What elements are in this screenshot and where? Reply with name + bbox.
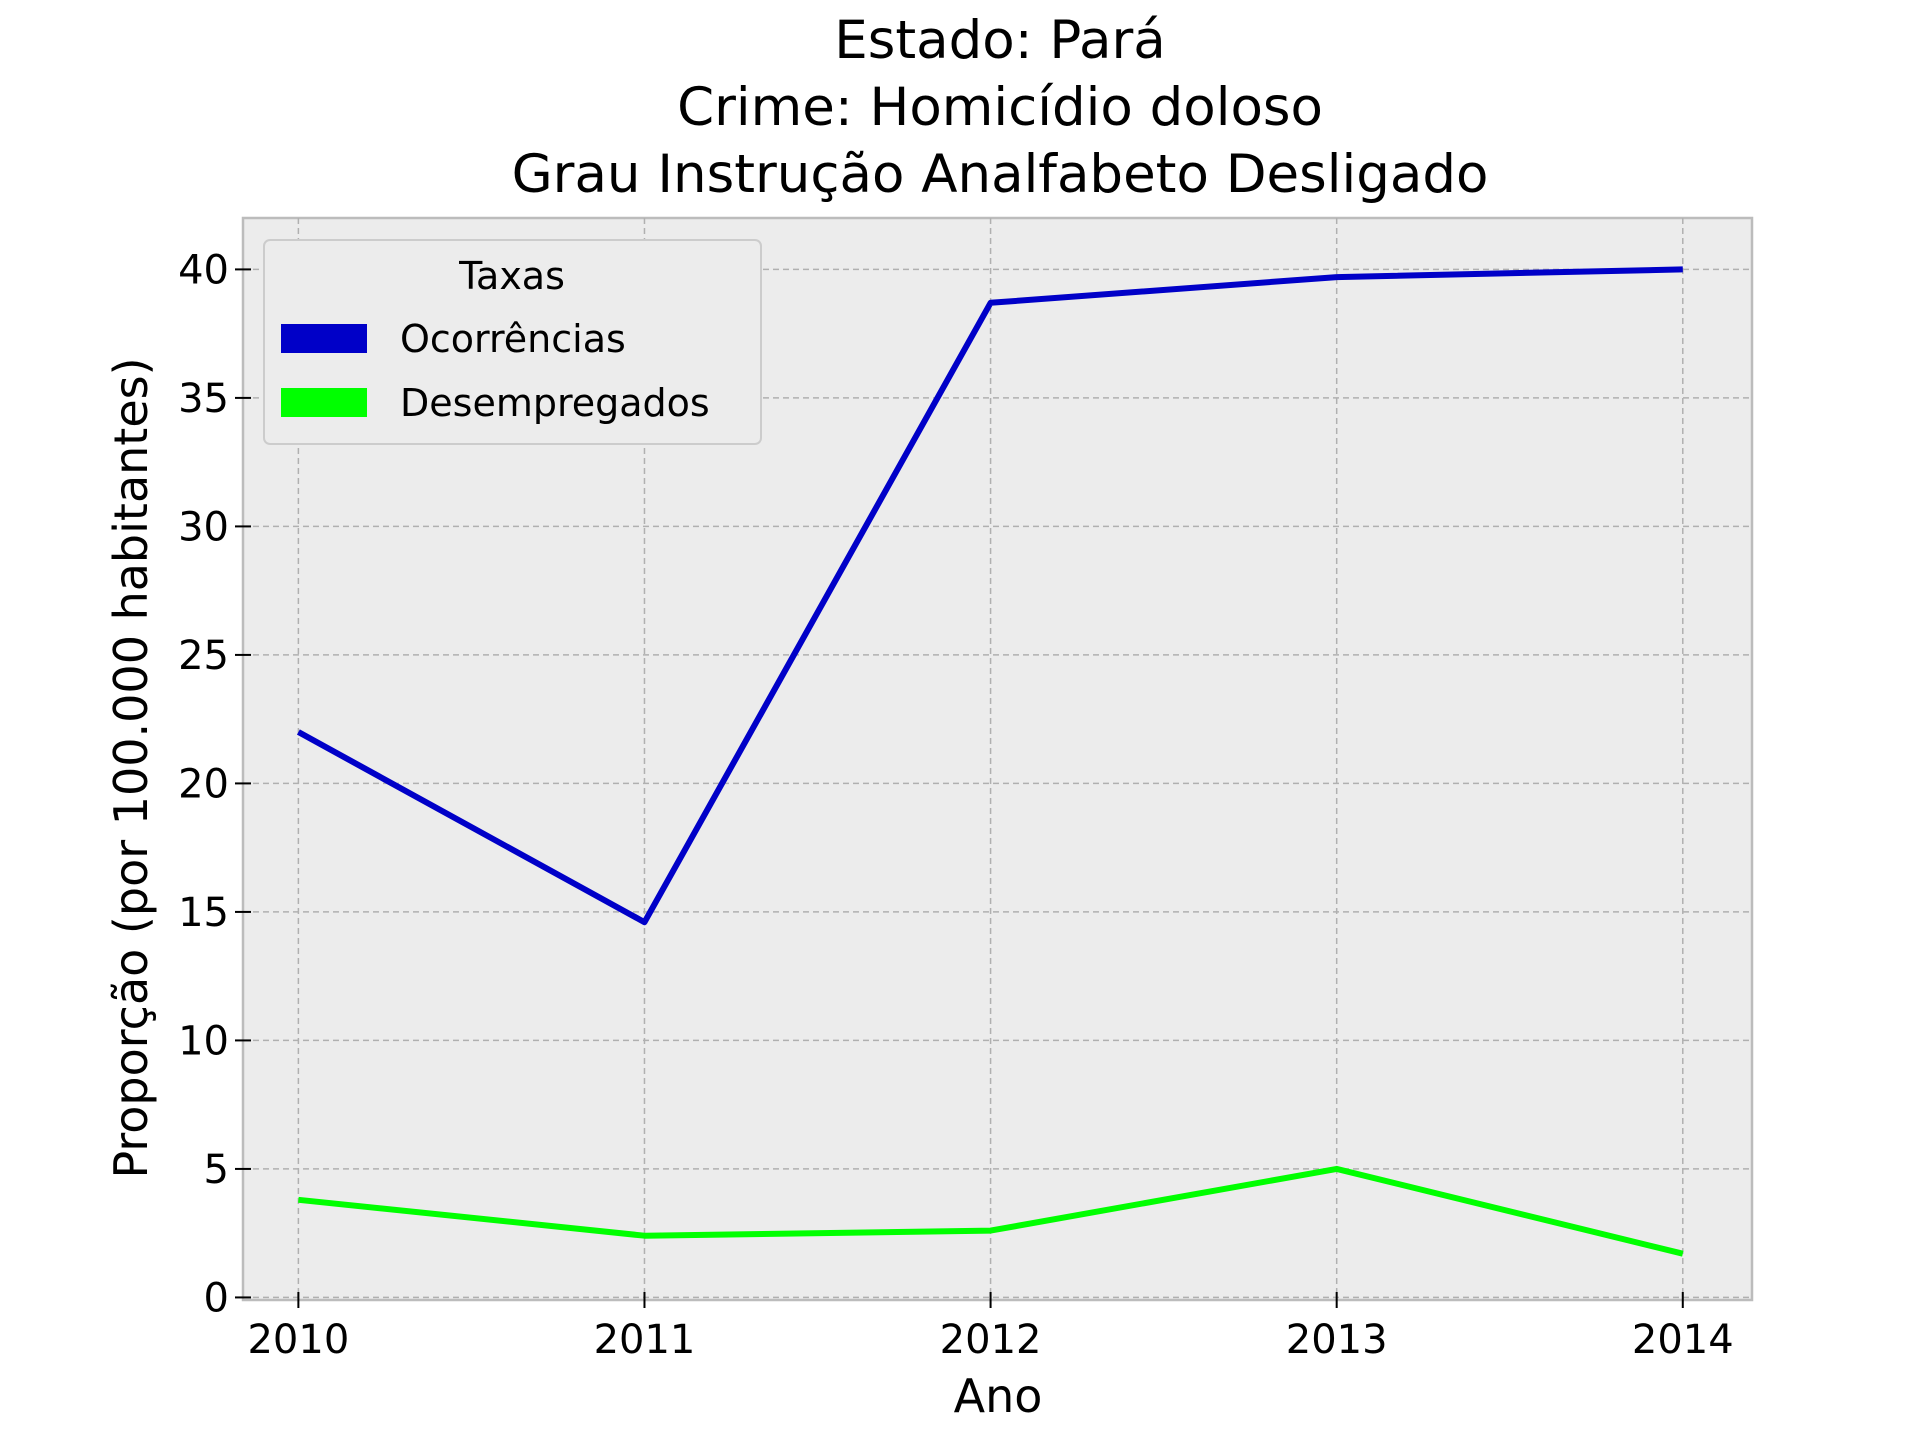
y-tick-label: 25 [178, 633, 229, 679]
y-tick-label: 5 [204, 1147, 229, 1193]
y-tick-label: 15 [178, 890, 229, 936]
x-axis-label: Ano [954, 1369, 1043, 1423]
x-tick-label: 2011 [594, 1317, 696, 1363]
x-tick-label: 2013 [1286, 1317, 1388, 1363]
y-tick-label: 35 [178, 376, 229, 422]
y-tick-label: 40 [178, 247, 229, 293]
legend-swatch-ocorrencias [281, 324, 367, 353]
y-tick-label: 10 [178, 1018, 229, 1064]
y-tick-label: 20 [178, 761, 229, 807]
legend-label-ocorrencias: Ocorrências [400, 317, 626, 361]
chart-title-line-1: Estado: Pará [834, 10, 1165, 71]
series-layer [296, 266, 1684, 1257]
y-axis-label: Proporção (por 100.000 habitantes) [104, 357, 158, 1178]
x-tick-label: 2010 [247, 1317, 349, 1363]
legend-box [263, 239, 762, 445]
legend-title: Taxas [458, 254, 565, 298]
legend: Taxas Ocorrências Desempregados [263, 239, 762, 445]
series-line-ocorrencias [296, 266, 1683, 926]
x-tick-label: 2012 [940, 1317, 1042, 1363]
y-tick-label: 0 [204, 1275, 229, 1321]
legend-swatch-desempregados [281, 388, 367, 417]
chart-title-line-2: Crime: Homicídio doloso [677, 77, 1323, 138]
tick-layer: 2010 2011 2012 2013 2014 0 5 10 15 20 25 30 35 40 [178, 247, 1734, 1363]
chart-title-line-3: Grau Instrução Analfabeto Desligado [512, 144, 1489, 205]
y-tick-label: 30 [178, 504, 229, 550]
x-tick-label: 2014 [1632, 1317, 1734, 1363]
legend-label-desempregados: Desempregados [400, 381, 710, 425]
series-line-desempregados [298, 1165, 1684, 1257]
